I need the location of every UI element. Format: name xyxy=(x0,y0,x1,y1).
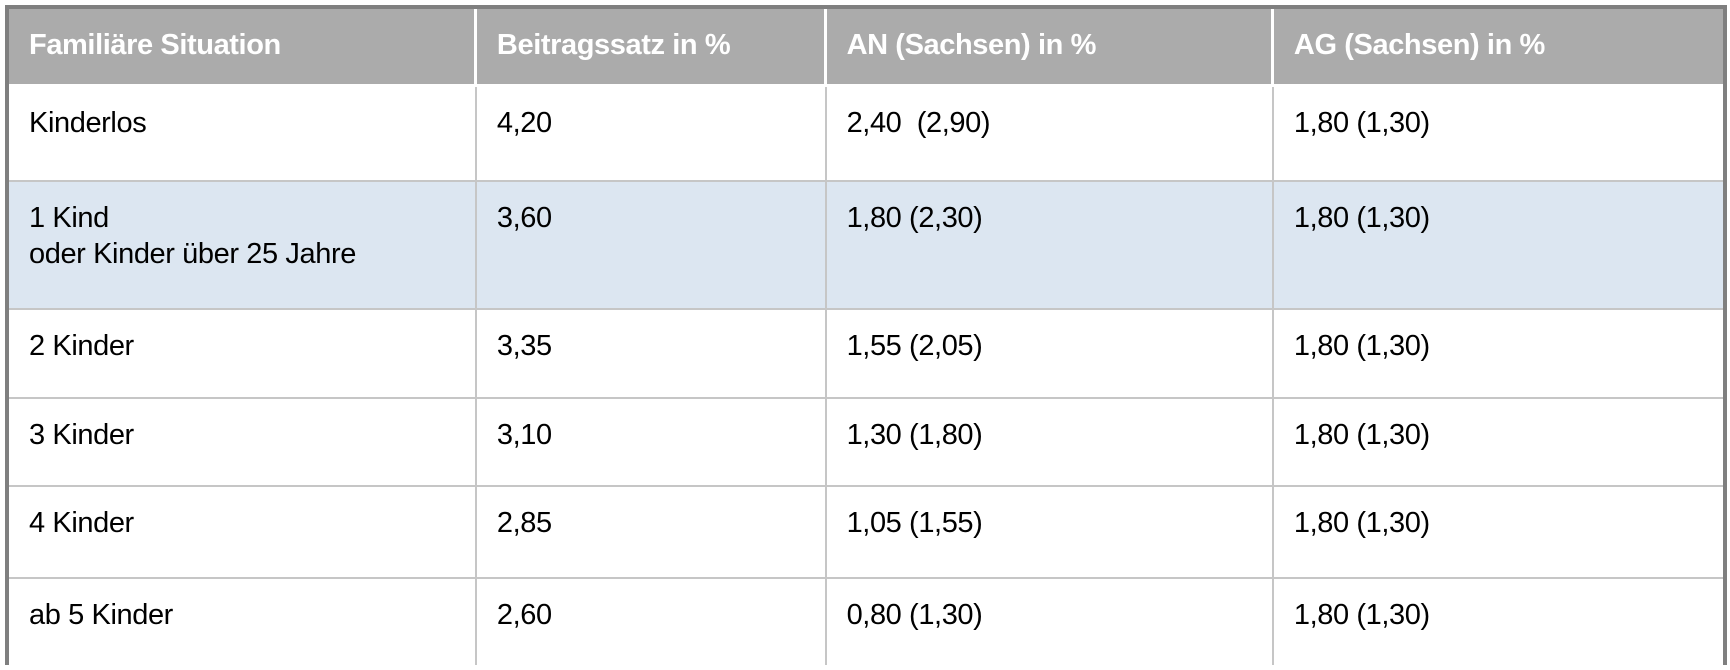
table-row-ab-5-kinder: ab 5 Kinder 2,60 0,80 (1,30) 1,80 (1,30) xyxy=(9,579,1723,665)
column-header-ag-sachsen: AG (Sachsen) in % xyxy=(1273,9,1723,87)
cell-an-sachsen: 1,80 (2,30) xyxy=(826,182,1274,310)
cell-situation: 2 Kinder xyxy=(9,310,477,399)
cell-an-sachsen: 2,40 (2,90) xyxy=(826,87,1274,182)
cell-beitragssatz: 2,60 xyxy=(476,579,827,665)
table-row-1-kind: 1 Kind oder Kinder über 25 Jahre 3,60 1,… xyxy=(9,182,1723,310)
cell-beitragssatz: 3,60 xyxy=(476,182,827,310)
table-row-3-kinder: 3 Kinder 3,10 1,30 (1,80) 1,80 (1,30) xyxy=(9,399,1723,487)
contribution-rates-table: Familiäre Situation Beitragssatz in % AN… xyxy=(9,9,1723,665)
cell-ag-sachsen: 1,80 (1,30) xyxy=(1273,87,1723,182)
cell-ag-sachsen: 1,80 (1,30) xyxy=(1273,182,1723,310)
cell-beitragssatz: 3,35 xyxy=(476,310,827,399)
cell-beitragssatz: 3,10 xyxy=(476,399,827,487)
cell-situation: 4 Kinder xyxy=(9,487,477,579)
column-header-beitragssatz: Beitragssatz in % xyxy=(476,9,827,87)
table-row-kinderlos: Kinderlos 4,20 2,40 (2,90) 1,80 (1,30) xyxy=(9,87,1723,182)
cell-situation: 1 Kind oder Kinder über 25 Jahre xyxy=(9,182,477,310)
contribution-rates-table-container: Familiäre Situation Beitragssatz in % AN… xyxy=(5,5,1727,665)
cell-ag-sachsen: 1,80 (1,30) xyxy=(1273,310,1723,399)
column-header-an-sachsen: AN (Sachsen) in % xyxy=(826,9,1274,87)
cell-an-sachsen: 0,80 (1,30) xyxy=(826,579,1274,665)
cell-ag-sachsen: 1,80 (1,30) xyxy=(1273,399,1723,487)
cell-beitragssatz: 2,85 xyxy=(476,487,827,579)
cell-situation: Kinderlos xyxy=(9,87,477,182)
cell-situation: ab 5 Kinder xyxy=(9,579,477,665)
cell-ag-sachsen: 1,80 (1,30) xyxy=(1273,579,1723,665)
table-row-4-kinder: 4 Kinder 2,85 1,05 (1,55) 1,80 (1,30) xyxy=(9,487,1723,579)
cell-an-sachsen: 1,55 (2,05) xyxy=(826,310,1274,399)
cell-situation: 3 Kinder xyxy=(9,399,477,487)
cell-ag-sachsen: 1,80 (1,30) xyxy=(1273,487,1723,579)
table-header-row: Familiäre Situation Beitragssatz in % AN… xyxy=(9,9,1723,87)
cell-an-sachsen: 1,30 (1,80) xyxy=(826,399,1274,487)
cell-an-sachsen: 1,05 (1,55) xyxy=(826,487,1274,579)
cell-beitragssatz: 4,20 xyxy=(476,87,827,182)
column-header-familiaere-situation: Familiäre Situation xyxy=(9,9,477,87)
table-row-2-kinder: 2 Kinder 3,35 1,55 (2,05) 1,80 (1,30) xyxy=(9,310,1723,399)
